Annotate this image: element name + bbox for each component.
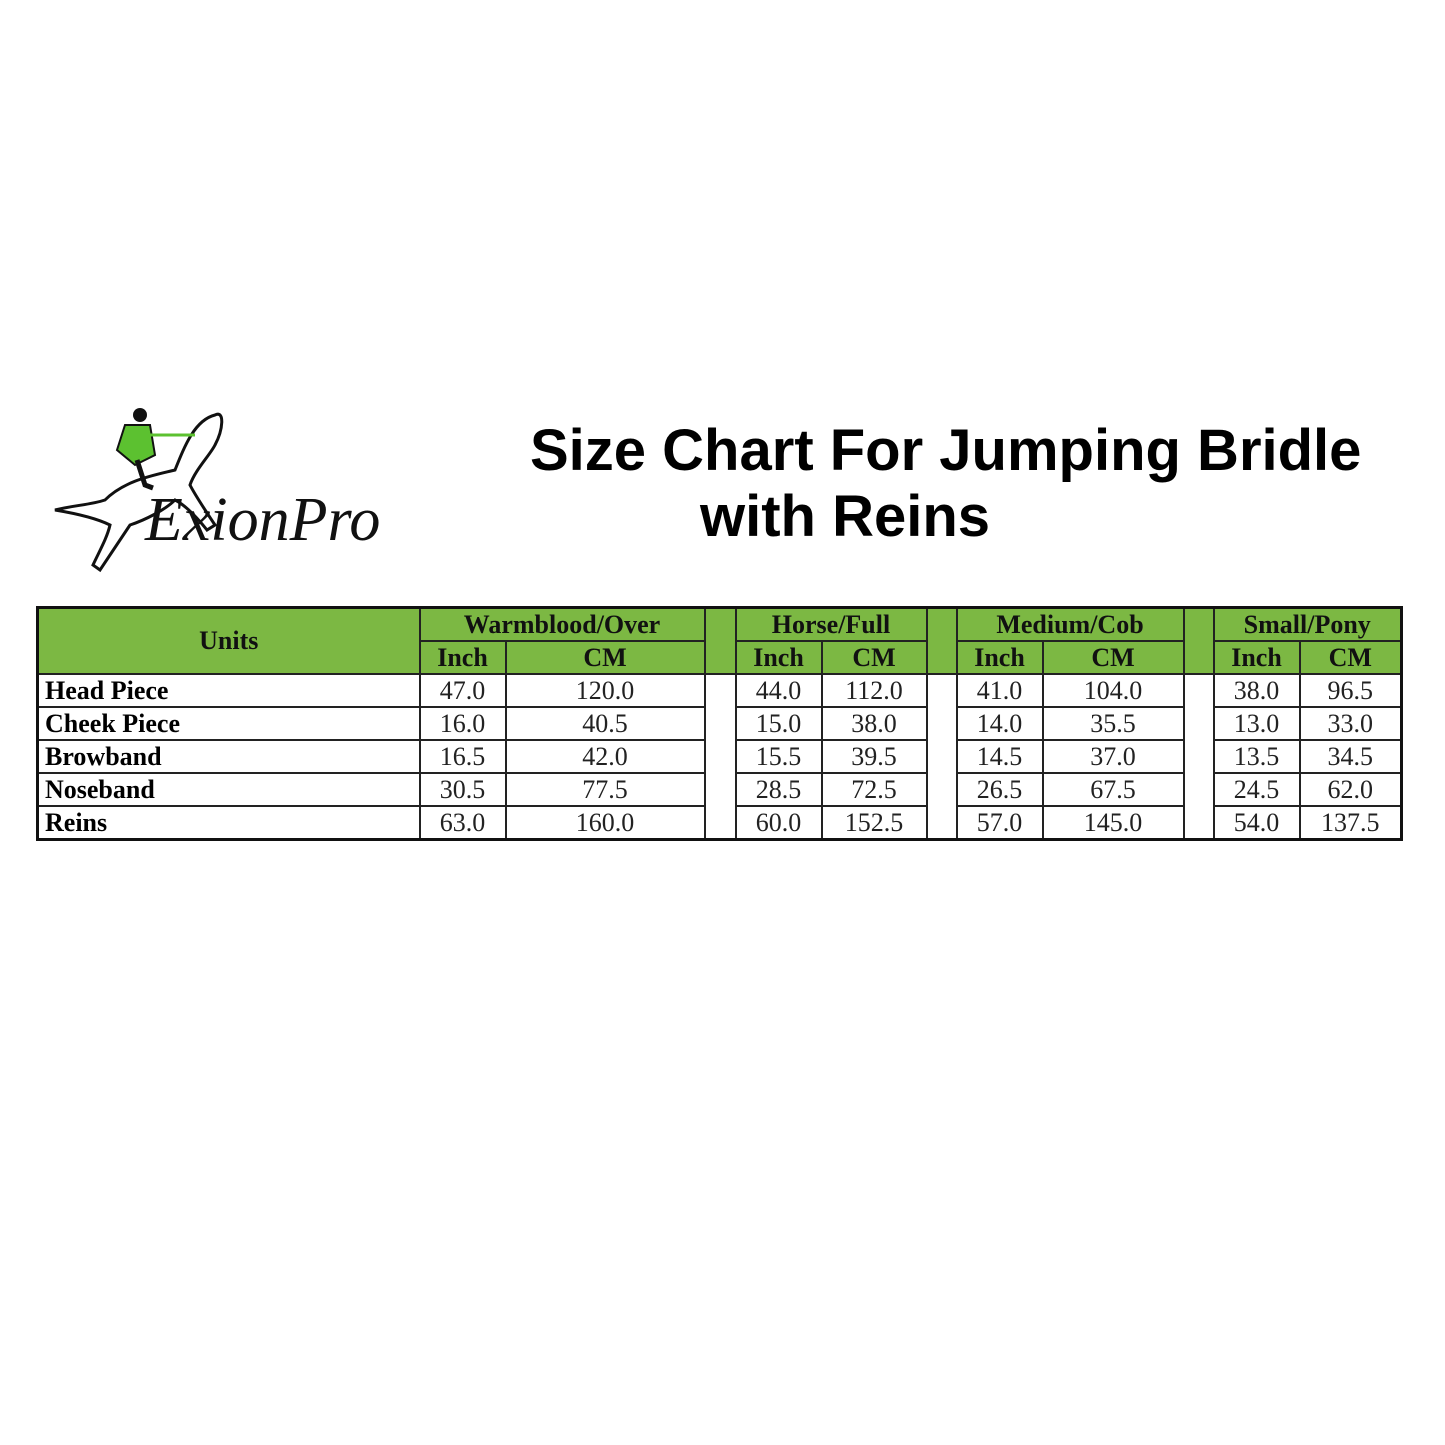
cm-cell: 42.0 xyxy=(504,739,706,774)
cm-cell: 62.0 xyxy=(1298,772,1403,807)
inch-header: Inch xyxy=(955,640,1044,675)
cm-cell: 145.0 xyxy=(1041,805,1185,841)
inch-cell: 14.0 xyxy=(955,706,1044,741)
inch-cell: 54.0 xyxy=(1212,805,1301,841)
title-line-2: with Reins xyxy=(700,484,991,549)
table-row: Cheek Piece 16.0 40.5 15.0 38.0 14.0 35.5 13.0 3… xyxy=(36,706,1403,741)
table-row: Head Piece 47.0 120.0 44.0 112.0 41.0 104.0 38.… xyxy=(36,673,1403,708)
cm-cell: 39.5 xyxy=(820,739,928,774)
horse-rider-logo-icon: ExionPro xyxy=(54,408,380,573)
spacer xyxy=(925,773,958,806)
cm-header: CM xyxy=(1298,640,1403,675)
cm-cell: 35.5 xyxy=(1041,706,1185,741)
spacer xyxy=(703,606,737,675)
cm-cell: 34.5 xyxy=(1298,739,1403,774)
cm-cell: 160.0 xyxy=(504,805,706,841)
inch-cell: 57.0 xyxy=(955,805,1044,841)
header-row-units: Inch CM Inch CM Inch CM Inch CM xyxy=(38,640,1403,675)
table-row: Browband 16.5 42.0 15.5 39.5 14.5 37.0 13.5 34.5 xyxy=(36,739,1403,774)
inch-header: Inch xyxy=(418,640,507,675)
group-header-small: Small/Pony xyxy=(1212,606,1403,642)
cm-cell: 120.0 xyxy=(504,673,706,708)
cm-cell: 77.5 xyxy=(504,772,706,807)
inch-cell: 24.5 xyxy=(1212,772,1301,807)
size-chart-table: Units Warmblood/Over Horse/Full Medium/C… xyxy=(36,606,1403,841)
group-header-medium: Medium/Cob xyxy=(955,606,1185,642)
table-row: Reins 63.0 160.0 60.0 152.5 57.0 145.0 54.0 137.… xyxy=(36,805,1403,841)
inch-cell: 13.5 xyxy=(1212,739,1301,774)
cm-cell: 67.5 xyxy=(1041,772,1185,807)
group-header-warmblood: Warmblood/Over xyxy=(418,606,706,642)
spacer xyxy=(703,707,737,740)
cm-cell: 72.5 xyxy=(820,772,928,807)
spacer xyxy=(703,806,737,840)
cm-cell: 37.0 xyxy=(1041,739,1185,774)
inch-cell: 14.5 xyxy=(955,739,1044,774)
inch-header: Inch xyxy=(1212,640,1301,675)
inch-cell: 26.5 xyxy=(955,772,1044,807)
cm-cell: 40.5 xyxy=(504,706,706,741)
spacer xyxy=(925,674,958,707)
inch-cell: 16.5 xyxy=(418,739,507,774)
cm-cell: 33.0 xyxy=(1298,706,1403,741)
spacer xyxy=(1182,707,1215,740)
inch-cell: 30.5 xyxy=(418,772,507,807)
row-label: Reins xyxy=(36,805,421,841)
cm-cell: 104.0 xyxy=(1041,673,1185,708)
row-label: Cheek Piece xyxy=(36,706,421,741)
inch-cell: 47.0 xyxy=(418,673,507,708)
inch-cell: 15.5 xyxy=(734,739,823,774)
spacer xyxy=(703,740,737,773)
table-row: Noseband 30.5 77.5 28.5 72.5 26.5 67.5 24.5 62.0 xyxy=(36,772,1403,807)
spacer xyxy=(1182,740,1215,773)
cm-cell: 112.0 xyxy=(820,673,928,708)
inch-cell: 13.0 xyxy=(1212,706,1301,741)
spacer xyxy=(1182,674,1215,707)
inch-cell: 15.0 xyxy=(734,706,823,741)
spacer xyxy=(925,806,958,840)
logo-text: ExionPro xyxy=(144,486,380,554)
inch-cell: 28.5 xyxy=(734,772,823,807)
title-line-1: Size Chart For Jumping Bridle xyxy=(530,418,1362,483)
spacer xyxy=(925,606,958,675)
header-row-groups: Units Warmblood/Over Horse/Full Medium/C… xyxy=(36,606,1403,675)
inch-cell: 38.0 xyxy=(1212,673,1301,708)
inch-header: Inch xyxy=(734,640,823,675)
cm-cell: 38.0 xyxy=(820,706,928,741)
row-label: Head Piece xyxy=(36,673,421,708)
exionpro-logo: ExionPro xyxy=(45,400,425,580)
cm-header: CM xyxy=(1041,640,1185,675)
row-label: Browband xyxy=(36,739,421,774)
cm-cell: 137.5 xyxy=(1298,805,1403,841)
inch-cell: 63.0 xyxy=(418,805,507,841)
spacer xyxy=(1182,773,1215,806)
spacer xyxy=(925,740,958,773)
inch-cell: 16.0 xyxy=(418,706,507,741)
inch-cell: 60.0 xyxy=(734,805,823,841)
inch-cell: 41.0 xyxy=(955,673,1044,708)
spacer xyxy=(1182,606,1215,675)
spacer xyxy=(1182,806,1215,840)
spacer xyxy=(703,674,737,707)
cm-cell: 152.5 xyxy=(820,805,928,841)
units-header: Units xyxy=(36,606,421,675)
cm-header: CM xyxy=(820,640,928,675)
inch-cell: 44.0 xyxy=(734,673,823,708)
group-header-horse: Horse/Full xyxy=(734,606,928,642)
cm-header: CM xyxy=(504,640,706,675)
cm-cell: 96.5 xyxy=(1298,673,1403,708)
spacer xyxy=(703,773,737,806)
spacer xyxy=(925,707,958,740)
row-label: Noseband xyxy=(36,772,421,807)
